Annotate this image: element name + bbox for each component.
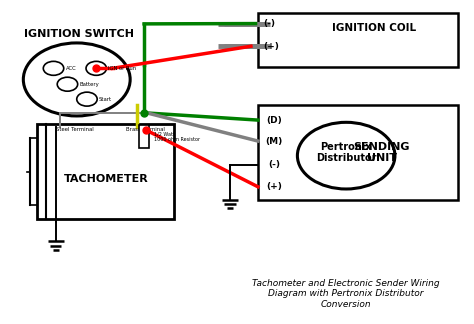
Text: (D): (D)	[266, 116, 282, 125]
Text: Pertronix
Distributor: Pertronix Distributor	[316, 142, 376, 163]
Text: Steel Terminal: Steel Terminal	[56, 127, 93, 132]
Text: ACC: ACC	[65, 66, 76, 71]
Text: (+): (+)	[264, 42, 279, 51]
Text: IGNITION SWITCH: IGNITION SWITCH	[24, 29, 134, 39]
Text: Battery: Battery	[80, 82, 99, 87]
Bar	[37, 124, 174, 219]
Text: (-): (-)	[268, 160, 280, 169]
Text: (M): (M)	[265, 136, 283, 145]
Text: Tachometer and Electronic Sender Wiring
Diagram with Pertronix Distributor
Conve: Tachometer and Electronic Sender Wiring …	[252, 279, 440, 309]
Text: TACHOMETER: TACHOMETER	[64, 174, 148, 184]
Bar	[258, 105, 457, 200]
Text: Start: Start	[99, 97, 112, 102]
Text: SENDING
UNIT: SENDING UNIT	[354, 142, 410, 163]
Bar	[139, 125, 149, 148]
Text: (+): (+)	[266, 182, 282, 191]
Text: IGN or Run: IGN or Run	[108, 66, 136, 71]
Bar	[258, 13, 457, 67]
Text: (-): (-)	[264, 19, 275, 28]
Text: Brass Terminal: Brass Terminal	[126, 127, 164, 132]
Text: 1/2 Watt
1000 ohm Resistor: 1/2 Watt 1000 ohm Resistor	[154, 131, 200, 142]
Text: IGNITION COIL: IGNITION COIL	[332, 23, 416, 33]
